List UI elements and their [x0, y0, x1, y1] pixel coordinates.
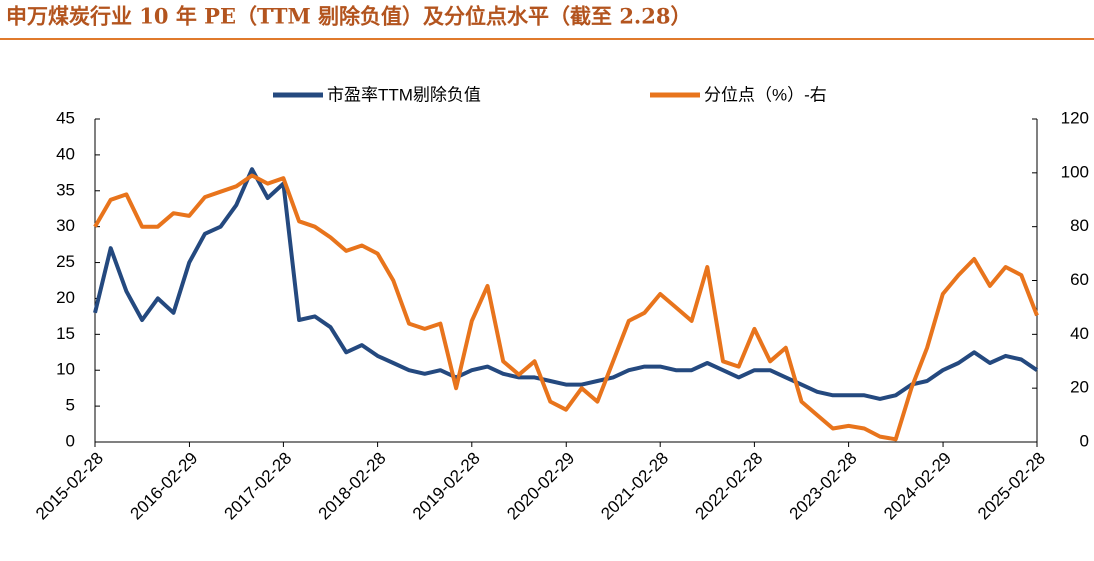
- series-line: [93, 173, 1039, 442]
- y2-tick-label: 40: [1070, 324, 1089, 343]
- y-tick-label: 20: [56, 288, 75, 307]
- x-tick-label: 2016-02-29: [127, 449, 202, 524]
- x-tick-label: 2015-02-28: [32, 449, 107, 524]
- y2-tick-label: 120: [1061, 108, 1089, 127]
- series-line: [93, 167, 1039, 401]
- legend-label: 分位点（%）-右: [704, 85, 827, 104]
- x-tick-label: 2017-02-28: [220, 449, 295, 524]
- y-tick-label: 25: [56, 252, 75, 271]
- y-tick-label: 15: [56, 324, 75, 343]
- y-tick-label: 35: [56, 180, 75, 199]
- y-tick-label: 0: [66, 431, 75, 450]
- x-tick-label: 2025-02-28: [974, 449, 1049, 524]
- x-tick-label: 2019-02-28: [409, 449, 484, 524]
- y-tick-label: 30: [56, 216, 75, 235]
- x-tick-label: 2022-02-28: [691, 449, 766, 524]
- y-tick-label: 45: [56, 108, 75, 127]
- y2-tick-label: 100: [1061, 162, 1089, 181]
- x-tick-label: 2021-02-28: [597, 449, 672, 524]
- y2-tick-label: 20: [1070, 378, 1089, 397]
- x-tick-label: 2023-02-28: [786, 449, 861, 524]
- x-tick-label: 2020-02-29: [503, 449, 578, 524]
- y-tick-label: 10: [56, 360, 75, 379]
- y2-tick-label: 60: [1070, 270, 1089, 289]
- x-tick-label: 2024-02-29: [880, 449, 955, 524]
- y-tick-label: 40: [56, 144, 75, 163]
- y-tick-label: 5: [66, 396, 75, 415]
- legend-label: 市盈率TTM剔除负值: [327, 85, 481, 104]
- x-tick-label: 2018-02-28: [315, 449, 390, 524]
- y2-tick-label: 80: [1070, 216, 1089, 235]
- chart-title: 申万煤炭行业 10 年 PE（TTM 剔除负值）及分位点水平（截至 2.28）: [6, 4, 691, 29]
- y2-tick-label: 0: [1080, 431, 1089, 450]
